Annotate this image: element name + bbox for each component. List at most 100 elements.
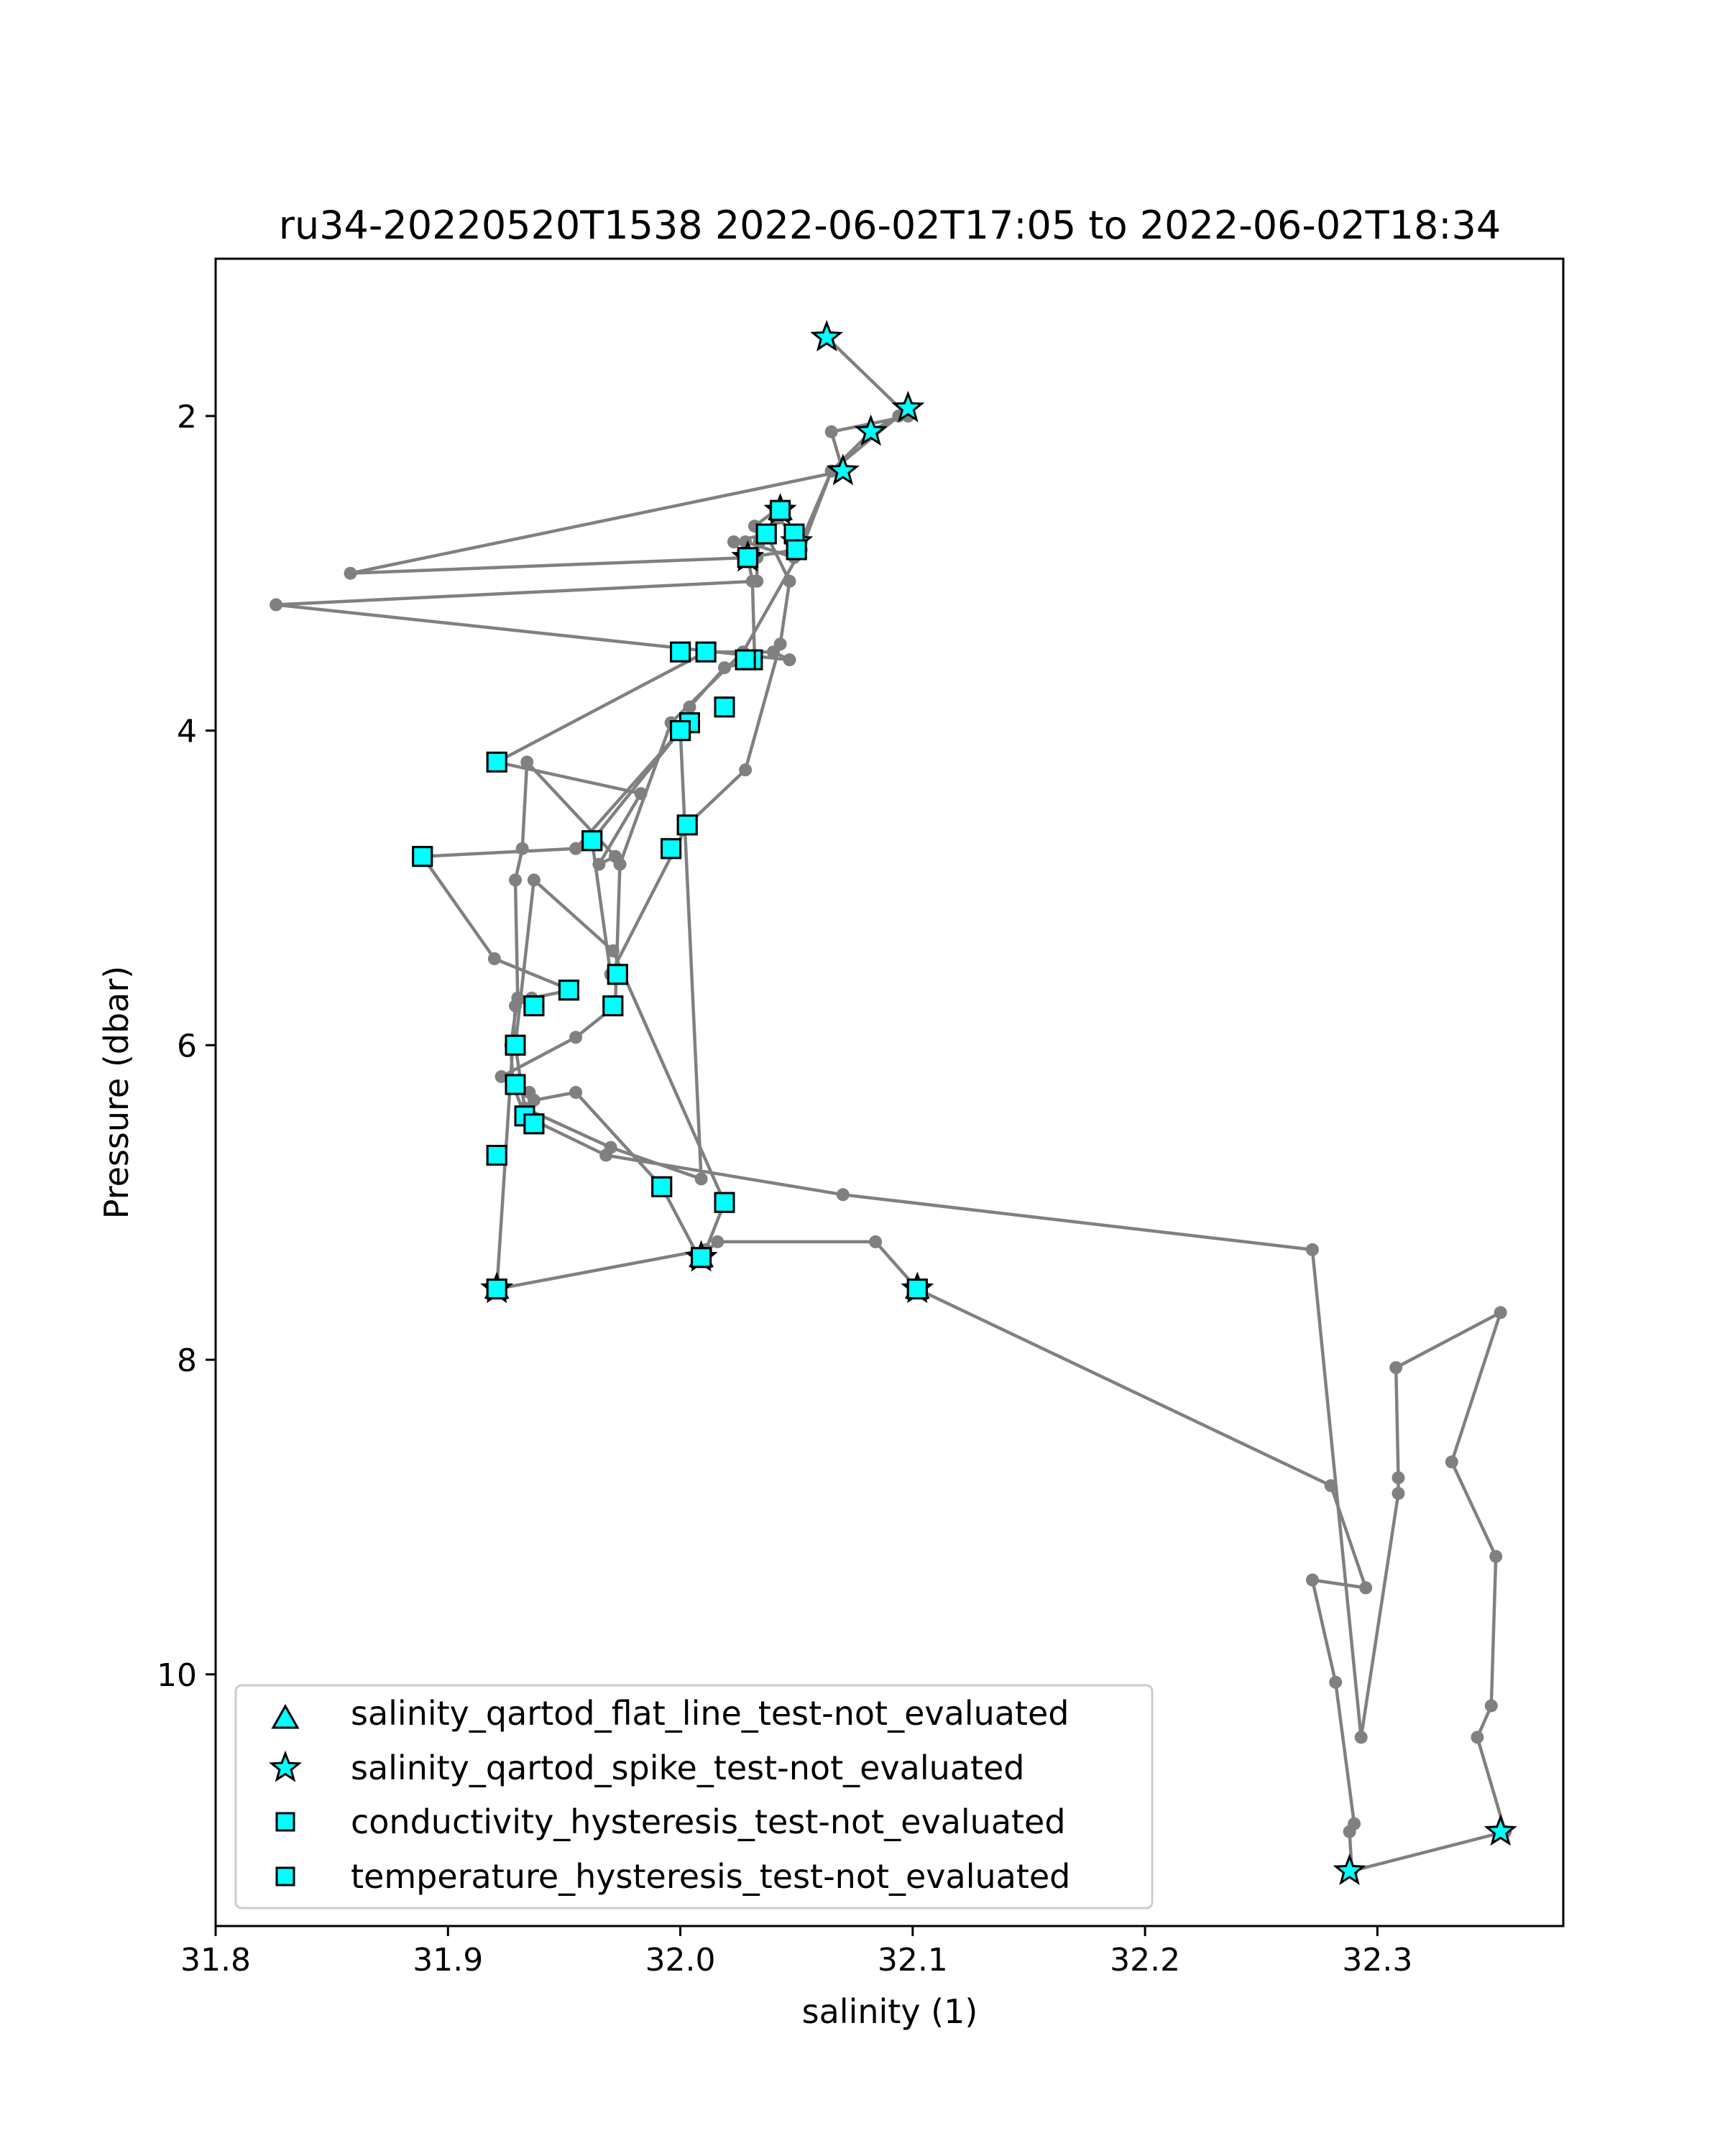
y-tick-label: 4 (177, 714, 197, 750)
temperature-flag-marker (786, 539, 807, 561)
temperature-flag-marker (755, 523, 777, 545)
profile-point (694, 1172, 708, 1186)
temperature-flag-marker (412, 846, 433, 867)
legend-box (234, 1684, 1154, 1909)
profile-point (1471, 1731, 1484, 1744)
profile-point (1359, 1581, 1373, 1595)
profile-point (599, 1148, 613, 1162)
profile-point (1389, 1361, 1403, 1374)
chart-title: ru34-20220520T1538 2022-06-02T17:05 to 2… (279, 203, 1501, 248)
legend-label-flat-line: salinity_qartod_flat_line_test-not_evalu… (351, 1694, 1069, 1733)
legend-label-conductivity: conductivity_hysteresis_test-not_evaluat… (351, 1802, 1066, 1841)
temperature-flag-marker (581, 830, 603, 852)
temperature-flag-marker (661, 838, 682, 860)
spike-flag-marker (810, 320, 844, 352)
temperature-flag-marker (670, 720, 691, 742)
profile-point (750, 574, 764, 588)
profile-point (783, 574, 796, 588)
x-tick-label: 32.3 (1342, 1942, 1412, 1978)
profile-point (569, 1031, 583, 1044)
profile-point (609, 849, 622, 863)
legend-entry-conductivity: conductivity_hysteresis_test-not_evaluat… (275, 1802, 1066, 1841)
profile-point (527, 1093, 540, 1107)
plot-area (270, 320, 1517, 1886)
profile-point (718, 661, 731, 675)
profile-point (1489, 1549, 1503, 1563)
legend: salinity_qartod_flat_line_test-not_evalu… (234, 1684, 1154, 1909)
x-tick-label: 32.1 (878, 1942, 948, 1978)
profile-point (515, 842, 529, 855)
temperature-flag-marker (505, 1074, 526, 1095)
profile-point (527, 873, 540, 887)
x-tick-label: 32.0 (645, 1942, 716, 1978)
temperature-flag-marker (523, 1113, 545, 1135)
profile-point (494, 1070, 508, 1084)
square-marker-icon (275, 1866, 295, 1886)
temperature-flag-marker (505, 1034, 526, 1056)
x-tick-label: 31.9 (413, 1942, 483, 1978)
spike-flag-marker (854, 414, 888, 446)
legend-label-temperature: temperature_hysteresis_test-not_evaluate… (351, 1857, 1070, 1896)
temperature-flag-marker (651, 1176, 673, 1197)
profile-point (683, 700, 696, 714)
profile-point (1445, 1455, 1458, 1469)
temperature-flag-marker (735, 649, 756, 671)
profile-point (270, 598, 283, 612)
spike-flag-marker (1333, 1853, 1366, 1886)
profile-point (569, 842, 583, 855)
temperature-flag-marker (737, 547, 758, 568)
profile-point (1354, 1731, 1368, 1744)
profile-point (634, 787, 648, 801)
profile-point (1392, 1471, 1405, 1485)
profile-point (1329, 1675, 1343, 1689)
temperature-flag-marker (602, 995, 624, 1017)
temperature-flag-marker (770, 499, 791, 521)
profile-line (274, 336, 1507, 1873)
temperature-flag-marker (486, 751, 507, 773)
spike-flag-marker (1484, 1814, 1517, 1846)
temperature-flag-marker (670, 641, 691, 663)
profile-point (1494, 1306, 1507, 1319)
temperature-flag-marker (714, 696, 735, 718)
y-tick-label: 10 (157, 1657, 197, 1694)
y-tick-label: 8 (177, 1342, 197, 1379)
star-marker-icon (268, 1750, 303, 1782)
x-axis-label: salinity (1) (802, 1992, 978, 2031)
profile-point (592, 857, 606, 871)
temperature-flag-marker (691, 1247, 712, 1268)
axes: 31.8 31.9 32.0 32.1 32.2 32.3 2 4 6 8 10 (157, 399, 1412, 1978)
y-axis-label: Pressure (dbar) (97, 966, 136, 1219)
profile-point (569, 1086, 583, 1099)
temperature-flag-marker (486, 1145, 507, 1166)
y-tick-label: 6 (177, 1028, 197, 1064)
legend-entry-spike: salinity_qartod_spike_test-not_evaluated (268, 1749, 1024, 1787)
legend-label-spike: salinity_qartod_spike_test-not_evaluated (351, 1749, 1024, 1787)
temperature-flag-marker (906, 1279, 928, 1300)
axes-frame (214, 257, 1565, 1927)
profile-point (1305, 1573, 1319, 1587)
profile-point (1324, 1479, 1338, 1493)
profile-point (739, 763, 753, 777)
temperature-flag-marker (676, 814, 698, 836)
profile-point (1392, 1487, 1405, 1501)
profile-point (509, 873, 522, 887)
spike-flag-marker (891, 390, 925, 423)
profile-point (869, 1235, 883, 1248)
profile-point (727, 535, 740, 548)
profile-point (1305, 1243, 1319, 1256)
profile-point (511, 991, 525, 1005)
temperature-flag-marker (714, 1192, 735, 1213)
temperature-flag-marker (523, 995, 545, 1017)
x-tick-label: 32.2 (1110, 1942, 1180, 1978)
profile-point (1484, 1699, 1498, 1713)
profile-point (783, 653, 796, 667)
temperature-flag-marker (607, 964, 628, 985)
square-marker-icon (275, 1812, 295, 1832)
temperature-flag-marker (695, 641, 717, 663)
profile-point (824, 425, 838, 438)
profile-point (344, 566, 357, 580)
profile-point (766, 645, 780, 659)
legend-entry-flat-line: salinity_qartod_flat_line_test-not_evalu… (271, 1694, 1069, 1733)
